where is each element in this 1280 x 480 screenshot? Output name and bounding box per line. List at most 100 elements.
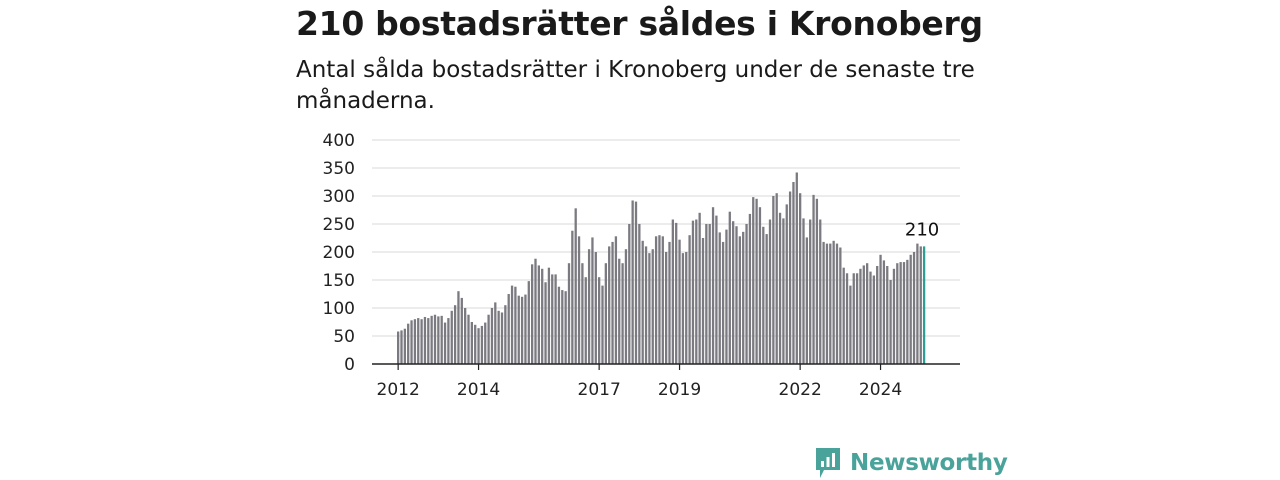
- bar: [718, 232, 721, 364]
- bar: [598, 277, 601, 364]
- bar: [520, 296, 524, 364]
- bar: [474, 324, 477, 364]
- bar: [433, 314, 437, 364]
- bar: [453, 305, 457, 364]
- bar: [802, 218, 805, 364]
- bar: [601, 285, 604, 364]
- bar: [795, 172, 798, 364]
- bar: [654, 236, 658, 364]
- bar: [524, 294, 527, 364]
- y-tick-label: 100: [323, 299, 355, 319]
- bar: [845, 273, 849, 364]
- bar: [400, 330, 403, 364]
- bar: [665, 252, 668, 364]
- bar: [423, 316, 427, 364]
- bar: [517, 295, 520, 364]
- bar: [829, 243, 832, 364]
- bar: [581, 263, 584, 364]
- bar: [403, 328, 406, 364]
- brand-name: Newsworthy: [850, 450, 1008, 476]
- bar: [675, 222, 678, 364]
- last-value-label: 210: [905, 219, 939, 240]
- y-tick-label: 250: [323, 215, 355, 235]
- bar: [762, 226, 765, 364]
- bar: [447, 318, 450, 364]
- brand-logo: Newsworthy: [814, 446, 1008, 480]
- bar: [487, 314, 490, 364]
- bar: [705, 224, 708, 364]
- bar: [799, 193, 802, 364]
- bar: [634, 201, 638, 364]
- bar: [842, 267, 845, 364]
- bar: [567, 263, 571, 364]
- bar: [855, 273, 859, 364]
- x-tick-label: 2022: [779, 380, 822, 400]
- bar: [906, 259, 909, 364]
- bar: [437, 316, 440, 364]
- bar: [484, 322, 487, 364]
- bar: [688, 235, 691, 364]
- bar: [775, 193, 778, 364]
- bar: [547, 267, 551, 364]
- bar: [668, 241, 671, 364]
- bar: [681, 253, 685, 364]
- y-tick-label: 200: [323, 243, 355, 263]
- bar: [778, 212, 782, 364]
- bar: [510, 285, 514, 364]
- bar: [470, 322, 473, 364]
- bar: [805, 237, 808, 364]
- bar: [822, 241, 825, 364]
- bar: [792, 182, 795, 364]
- x-tick-label: 2014: [457, 380, 500, 400]
- bar: [541, 268, 544, 364]
- bar: [477, 328, 480, 364]
- bar: [882, 260, 886, 364]
- bar: [859, 268, 862, 364]
- bar: [413, 319, 417, 364]
- bar: [889, 280, 892, 364]
- bar: [574, 208, 577, 364]
- bar: [427, 318, 430, 364]
- bar: [494, 302, 497, 364]
- bar: [594, 252, 597, 364]
- bar: [604, 263, 607, 364]
- bar: [758, 207, 762, 364]
- bar: [815, 198, 819, 364]
- bar: [849, 285, 852, 364]
- y-tick-label: 50: [333, 327, 355, 347]
- bar: [899, 262, 902, 364]
- bar: [735, 226, 738, 364]
- bar: [561, 290, 564, 364]
- bar: [708, 224, 711, 364]
- bar: [742, 231, 745, 364]
- bar: [480, 325, 484, 364]
- bar: [661, 236, 664, 364]
- bar: [571, 230, 574, 364]
- bar: [879, 254, 882, 364]
- bar: [752, 197, 755, 364]
- x-axis-ticks: 2012 2014 2017 2019 2022 2024: [372, 363, 960, 400]
- bar: [685, 252, 688, 364]
- bar: [410, 320, 413, 364]
- bar: [443, 322, 447, 364]
- bar: [728, 211, 731, 364]
- bar: [876, 266, 879, 364]
- bar: [902, 262, 906, 364]
- bar: [785, 204, 788, 364]
- bar: [507, 294, 510, 364]
- bar: [648, 253, 651, 364]
- bar: [732, 221, 735, 364]
- bar: [869, 271, 872, 364]
- bar: [457, 291, 460, 364]
- y-tick-label: 300: [323, 187, 355, 207]
- bar: [892, 268, 896, 364]
- bar: [919, 246, 922, 364]
- bars: [397, 172, 926, 364]
- bar: [591, 237, 594, 364]
- bar: [430, 315, 433, 364]
- bar: [631, 200, 634, 364]
- bar: [537, 265, 540, 364]
- bar: [745, 224, 748, 364]
- newsworthy-logo-icon: [816, 448, 840, 478]
